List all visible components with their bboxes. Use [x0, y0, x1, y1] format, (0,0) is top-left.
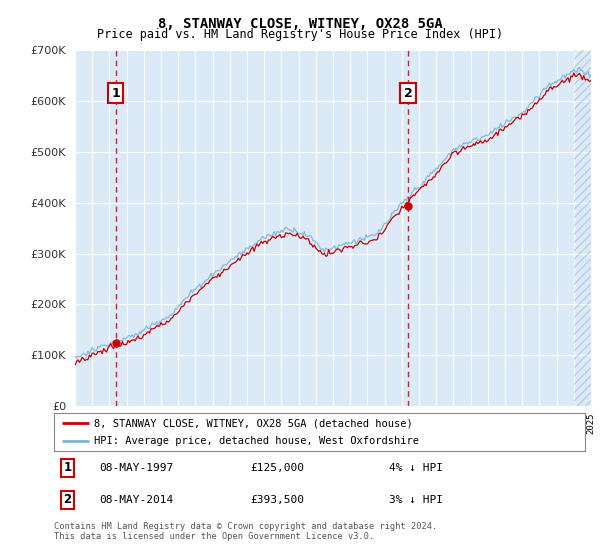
Text: 8, STANWAY CLOSE, WITNEY, OX28 5GA: 8, STANWAY CLOSE, WITNEY, OX28 5GA	[158, 17, 442, 31]
Text: 3% ↓ HPI: 3% ↓ HPI	[389, 495, 443, 505]
Text: 08-MAY-2014: 08-MAY-2014	[99, 495, 173, 505]
Text: Contains HM Land Registry data © Crown copyright and database right 2024.
This d: Contains HM Land Registry data © Crown c…	[54, 522, 437, 542]
Text: HPI: Average price, detached house, West Oxfordshire: HPI: Average price, detached house, West…	[94, 436, 419, 446]
Text: 2: 2	[404, 87, 412, 100]
Text: £393,500: £393,500	[250, 495, 304, 505]
Text: 4% ↓ HPI: 4% ↓ HPI	[389, 463, 443, 473]
Text: £125,000: £125,000	[250, 463, 304, 473]
Text: 2: 2	[63, 493, 71, 506]
Text: 1: 1	[63, 461, 71, 474]
Text: 08-MAY-1997: 08-MAY-1997	[99, 463, 173, 473]
Text: 1: 1	[111, 87, 120, 100]
Text: 8, STANWAY CLOSE, WITNEY, OX28 5GA (detached house): 8, STANWAY CLOSE, WITNEY, OX28 5GA (deta…	[94, 418, 413, 428]
Text: Price paid vs. HM Land Registry's House Price Index (HPI): Price paid vs. HM Land Registry's House …	[97, 28, 503, 41]
